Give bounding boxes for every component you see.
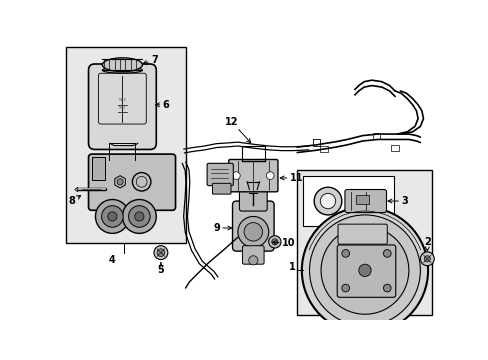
FancyBboxPatch shape <box>88 64 156 149</box>
Bar <box>356 195 368 204</box>
Text: MAX: MAX <box>118 98 126 102</box>
Circle shape <box>271 239 277 245</box>
Bar <box>303 176 393 226</box>
Circle shape <box>309 215 420 326</box>
Circle shape <box>341 249 349 257</box>
Circle shape <box>383 284 390 292</box>
Text: 9: 9 <box>213 223 231 233</box>
Circle shape <box>320 193 335 209</box>
Circle shape <box>154 246 167 260</box>
Circle shape <box>301 207 427 333</box>
Bar <box>91 157 105 180</box>
Circle shape <box>232 172 240 180</box>
Bar <box>320 145 327 152</box>
FancyBboxPatch shape <box>88 154 175 210</box>
Circle shape <box>128 206 150 227</box>
Text: 10: 10 <box>272 238 295 248</box>
Bar <box>297 170 431 315</box>
FancyBboxPatch shape <box>242 246 264 264</box>
Circle shape <box>122 199 156 233</box>
Circle shape <box>95 199 129 233</box>
Circle shape <box>248 256 257 265</box>
Circle shape <box>321 226 408 314</box>
FancyBboxPatch shape <box>212 183 230 194</box>
Circle shape <box>420 252 433 266</box>
Text: 4: 4 <box>109 255 116 265</box>
FancyBboxPatch shape <box>337 224 386 244</box>
Circle shape <box>157 249 164 256</box>
Text: 11: 11 <box>280 173 303 183</box>
Text: 1: 1 <box>288 262 295 273</box>
Text: 5: 5 <box>157 262 164 275</box>
Circle shape <box>358 264 370 276</box>
Circle shape <box>313 187 341 215</box>
FancyBboxPatch shape <box>344 189 386 213</box>
FancyBboxPatch shape <box>337 245 395 297</box>
Text: 6: 6 <box>155 100 169 110</box>
Circle shape <box>244 222 262 241</box>
Ellipse shape <box>102 67 142 73</box>
FancyBboxPatch shape <box>228 159 277 192</box>
Ellipse shape <box>102 58 142 72</box>
FancyBboxPatch shape <box>232 201 274 251</box>
Bar <box>390 145 398 151</box>
Text: 2: 2 <box>423 237 430 251</box>
Text: 12: 12 <box>224 117 250 143</box>
Polygon shape <box>75 187 78 192</box>
Text: MIN: MIN <box>119 105 125 110</box>
Circle shape <box>383 249 390 257</box>
Circle shape <box>135 212 143 221</box>
Circle shape <box>238 216 268 247</box>
Text: 8: 8 <box>68 195 81 206</box>
Text: 7: 7 <box>143 55 157 65</box>
Text: 3: 3 <box>387 196 407 206</box>
Circle shape <box>107 212 117 221</box>
Circle shape <box>117 179 123 185</box>
Bar <box>372 132 380 139</box>
Circle shape <box>341 284 349 292</box>
FancyBboxPatch shape <box>207 163 233 186</box>
Circle shape <box>424 256 429 262</box>
Circle shape <box>268 236 281 248</box>
Circle shape <box>102 206 123 227</box>
Bar <box>66 47 185 243</box>
FancyBboxPatch shape <box>239 187 266 211</box>
Circle shape <box>266 172 274 180</box>
